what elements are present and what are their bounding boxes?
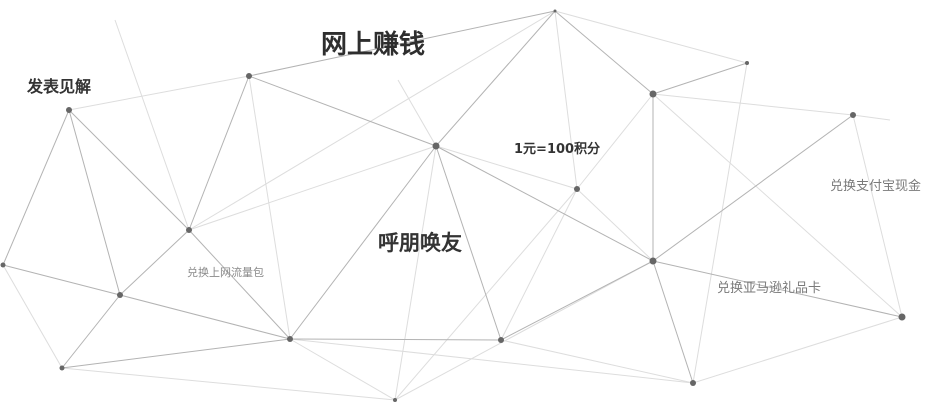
label-earn-online: 网上赚钱: [321, 30, 426, 60]
node-Q: [850, 112, 856, 118]
node-F: [186, 227, 192, 233]
node-N: [745, 61, 749, 65]
edge-E-J: [248, 10, 556, 77]
edge-O-R: [652, 260, 903, 318]
node-B: [0, 262, 6, 268]
edge-D-H: [61, 367, 396, 401]
edge-O-S: [652, 260, 694, 384]
edge-T1-F: [114, 19, 190, 231]
edge-L-O: [576, 188, 654, 262]
edge-S-R: [692, 316, 903, 384]
node-K: [498, 337, 504, 343]
edge-B-C: [2, 264, 121, 296]
node-J: [553, 9, 557, 13]
edge-Q-R: [852, 114, 903, 318]
label-publish-insights: 发表见解: [27, 77, 92, 96]
node-O: [649, 257, 657, 265]
edge-N-S: [692, 62, 748, 384]
edge-A-B: [2, 109, 70, 266]
edge-G-H: [289, 338, 396, 401]
label-invite-friends: 呼朋唤友: [378, 231, 462, 255]
node-M: [649, 90, 657, 98]
edge-A-C: [68, 109, 121, 296]
edge-H-I: [394, 145, 437, 401]
edge-F-I: [188, 145, 437, 231]
node-R: [898, 313, 906, 321]
label-redeem-data: 兑换上网流量包: [187, 266, 264, 279]
edge-I-J: [435, 10, 556, 147]
edge-J-M: [554, 10, 654, 95]
edge-F-G: [188, 229, 291, 340]
edge-J-N: [554, 10, 748, 64]
edge-K-O: [500, 260, 654, 341]
node-C: [117, 292, 123, 298]
label-redeem-amazon: 兑换亚马逊礼品卡: [717, 281, 822, 296]
node-I: [432, 142, 440, 150]
edge-I-L: [435, 145, 578, 190]
label-points-rate: 1元=100积分: [514, 142, 601, 157]
edge-F-C: [119, 229, 190, 296]
edge-M-Q: [652, 93, 854, 116]
node-L: [574, 186, 580, 192]
edge-T3-I: [397, 79, 437, 147]
edge-L-J: [554, 10, 578, 190]
edge-I-K: [435, 145, 502, 341]
edge-E-I: [248, 75, 437, 147]
edge-F-J: [188, 10, 556, 231]
edge-I-O: [435, 145, 654, 262]
edge-M-N: [652, 62, 748, 95]
edge-C-D: [61, 294, 121, 369]
node-G: [287, 336, 293, 342]
node-H: [393, 398, 397, 402]
edge-A-E: [68, 75, 250, 111]
node-S: [690, 380, 696, 386]
node-E: [246, 73, 252, 79]
edge-A-F: [68, 109, 190, 231]
edge-K-S: [500, 339, 694, 384]
edge-L-M: [576, 93, 654, 190]
edge-G-I: [289, 145, 437, 340]
edge-Q-T2: [852, 114, 891, 121]
edge-H-O: [394, 260, 654, 401]
label-redeem-alipay: 兑换支付宝现金: [830, 179, 922, 194]
edge-O-Q: [652, 114, 854, 262]
edge-E-F: [188, 75, 250, 231]
edge-B-D: [2, 264, 63, 369]
edge-E-G: [248, 75, 291, 340]
node-A: [66, 107, 72, 113]
edge-G-S: [289, 338, 694, 384]
edge-M-R: [652, 93, 903, 318]
node-D: [59, 365, 65, 371]
edge-C-G: [119, 294, 291, 340]
edge-G-K: [289, 338, 502, 341]
edge-D-G: [61, 338, 291, 369]
